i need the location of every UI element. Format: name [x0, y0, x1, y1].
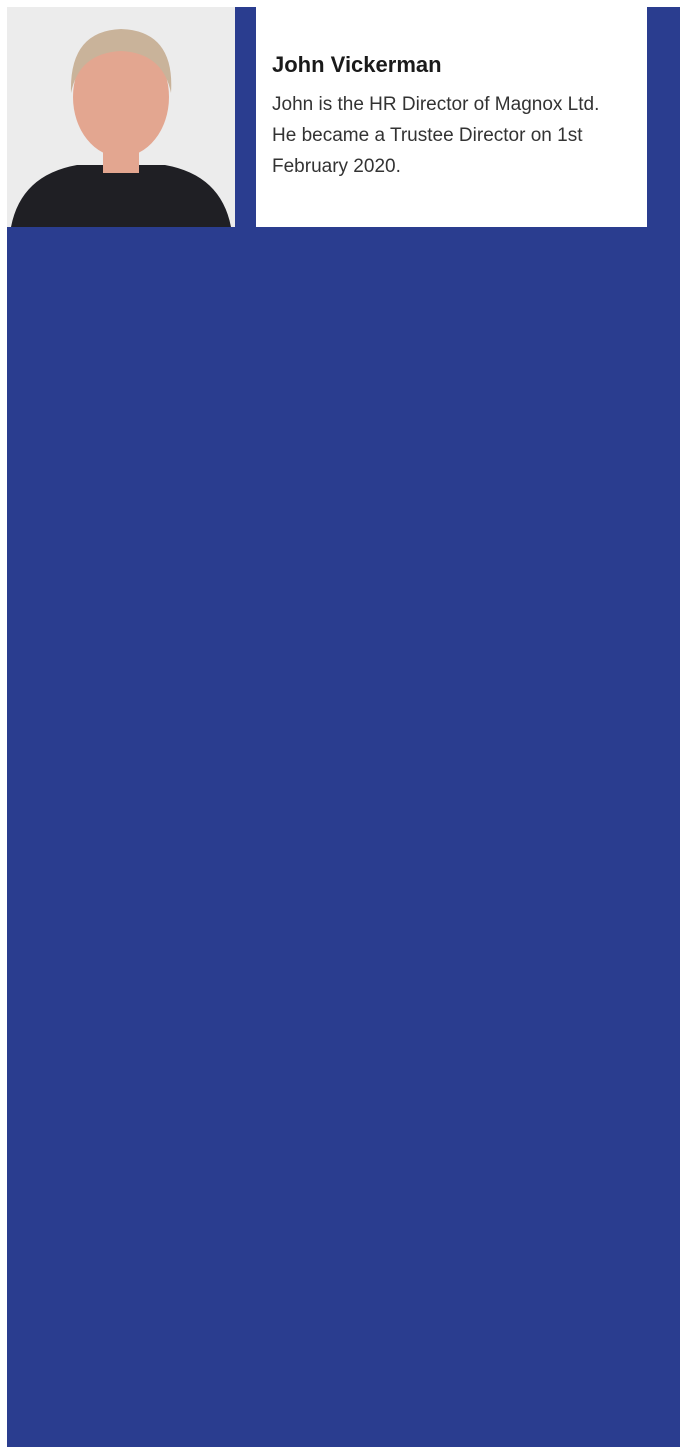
member-photo — [7, 7, 235, 227]
face — [73, 37, 169, 157]
member-name: John Vickerman — [272, 52, 442, 77]
board-panel: Susan Jee - ChairmanSusan is the Chair o… — [7, 7, 680, 1447]
shoulders — [11, 165, 231, 227]
text-box: John Vickerman John is the HR Director of… — [256, 7, 647, 227]
member-description: John is the HR Director of Magnox Ltd. H… — [272, 94, 600, 177]
hair — [70, 29, 172, 93]
